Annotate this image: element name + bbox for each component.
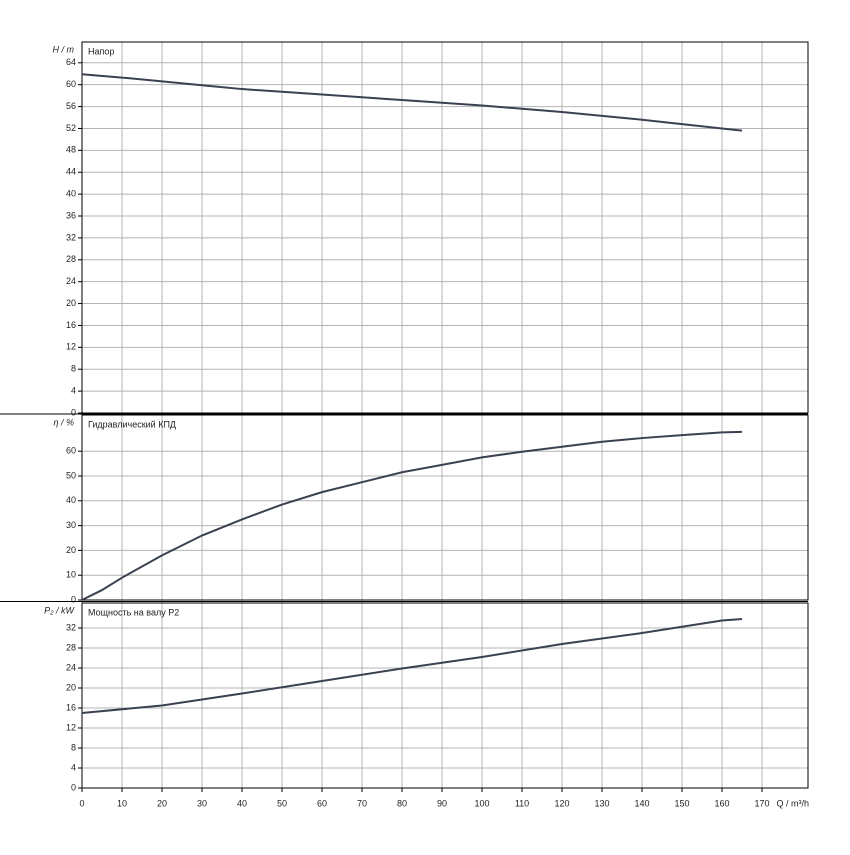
y-tick-label: 8 — [71, 742, 76, 752]
x-tick-label: 110 — [515, 798, 529, 808]
y-tick-label: 8 — [71, 364, 76, 374]
y-tick-label: 60 — [66, 79, 76, 89]
x-tick-label: 80 — [397, 798, 407, 808]
y-axis-label: H / m — [53, 44, 75, 54]
line-series — [81, 618, 743, 714]
y-tick-label: 20 — [66, 682, 76, 692]
y-tick-label: 24 — [66, 662, 76, 672]
panel-frame — [81, 414, 809, 601]
y-tick-label: 40 — [66, 495, 76, 505]
panel-frame — [81, 602, 809, 789]
x-tick-label: 60 — [317, 798, 327, 808]
x-tick-label: 0 — [79, 798, 84, 808]
x-tick-label: 20 — [157, 798, 167, 808]
x-tick-label: 30 — [197, 798, 207, 808]
y-tick-label: 44 — [66, 167, 76, 177]
y-tick-label: 28 — [66, 642, 76, 652]
y-tick-label: 0 — [71, 407, 76, 417]
y-tick-label: 20 — [66, 298, 76, 308]
y-tick-label: 20 — [66, 545, 76, 555]
y-axis-label: P₂ / kW — [44, 605, 75, 615]
x-tick-label: 160 — [714, 798, 729, 808]
x-tick-label: 10 — [117, 798, 127, 808]
x-tick-label: 40 — [237, 798, 247, 808]
panel-frame — [81, 41, 809, 414]
x-tick-label: 150 — [674, 798, 689, 808]
panel-title: Гидравлический КПД — [88, 419, 176, 429]
y-tick-label: 10 — [66, 570, 76, 580]
x-tick-label: 50 — [277, 798, 287, 808]
y-tick-label: 28 — [66, 254, 76, 264]
x-tick-label: 170 — [754, 798, 769, 808]
y-tick-label: 50 — [66, 470, 76, 480]
y-tick-label: 4 — [71, 385, 76, 395]
y-axis-label: η / % — [53, 417, 74, 427]
y-tick-label: 24 — [66, 276, 76, 286]
panel-title: Мощность на валу P2 — [88, 607, 179, 617]
x-tick-label: 140 — [634, 798, 649, 808]
x-tick-label: 100 — [474, 798, 489, 808]
y-tick-label: 36 — [66, 210, 76, 220]
y-tick-label: 40 — [66, 188, 76, 198]
y-tick-label: 30 — [66, 520, 76, 530]
panel-title: Напор — [88, 46, 114, 56]
line-series — [81, 73, 743, 132]
y-tick-label: 16 — [66, 702, 76, 712]
y-tick-label: 0 — [71, 782, 76, 792]
y-tick-label: 16 — [66, 320, 76, 330]
x-tick-label: 120 — [554, 798, 569, 808]
x-axis-label: Q / m³/h — [776, 798, 809, 808]
y-tick-label: 12 — [66, 722, 76, 732]
y-tick-label: 12 — [66, 342, 76, 352]
y-tick-label: 32 — [66, 232, 76, 242]
y-tick-label: 0 — [71, 594, 76, 604]
y-tick-label: 48 — [66, 145, 76, 155]
y-tick-label: 4 — [71, 762, 76, 772]
x-tick-label: 70 — [357, 798, 367, 808]
y-tick-label: 64 — [66, 57, 76, 67]
y-tick-label: 52 — [66, 123, 76, 133]
x-tick-label: 130 — [594, 798, 609, 808]
line-series — [81, 430, 743, 601]
x-tick-label: 90 — [437, 798, 447, 808]
y-tick-label: 32 — [66, 622, 76, 632]
y-tick-label: 60 — [66, 446, 76, 456]
y-tick-label: 56 — [66, 101, 76, 111]
